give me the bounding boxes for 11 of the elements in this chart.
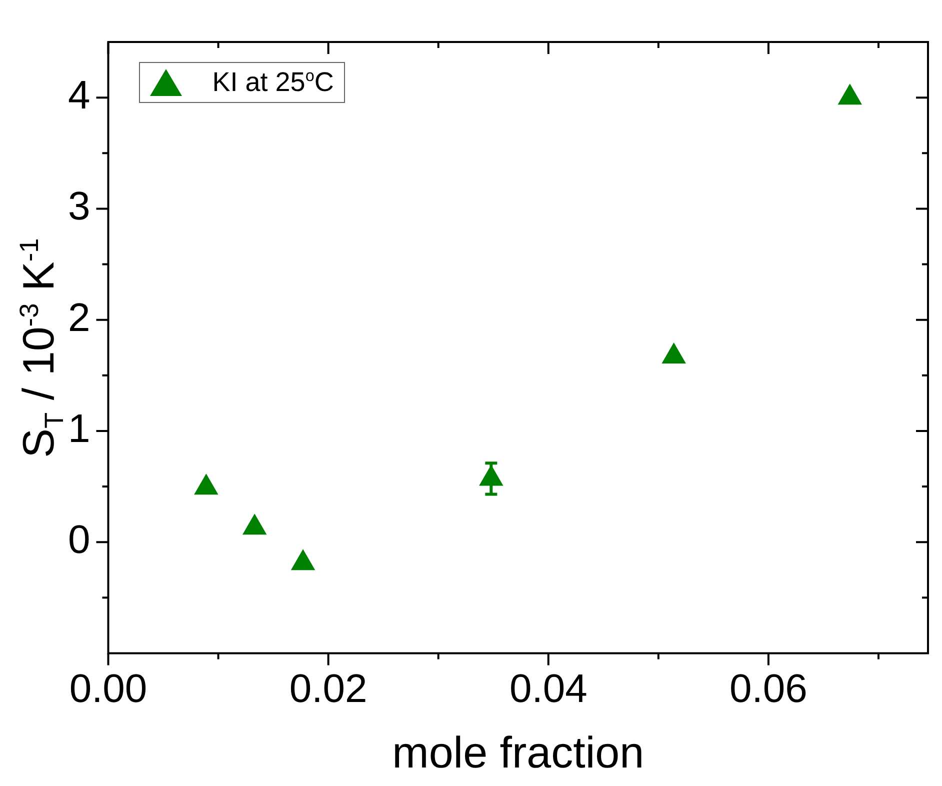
x-tick-label: 0.02	[289, 667, 368, 712]
x-tick-label: 0.00	[69, 667, 148, 712]
y-tick-label: 1	[68, 406, 90, 451]
y-tick-label: 2	[68, 296, 90, 340]
y-tick-label: 4	[68, 74, 90, 118]
legend-label: KI at 25$^{o}$C	[212, 67, 334, 98]
x-axis-title: mole fraction	[392, 728, 644, 778]
y-tick-label: 0	[68, 518, 90, 562]
x-tick-label: 0.06	[730, 667, 808, 712]
x-tick-label: 0.04	[509, 667, 588, 712]
y-tick-label: 3	[68, 184, 90, 229]
